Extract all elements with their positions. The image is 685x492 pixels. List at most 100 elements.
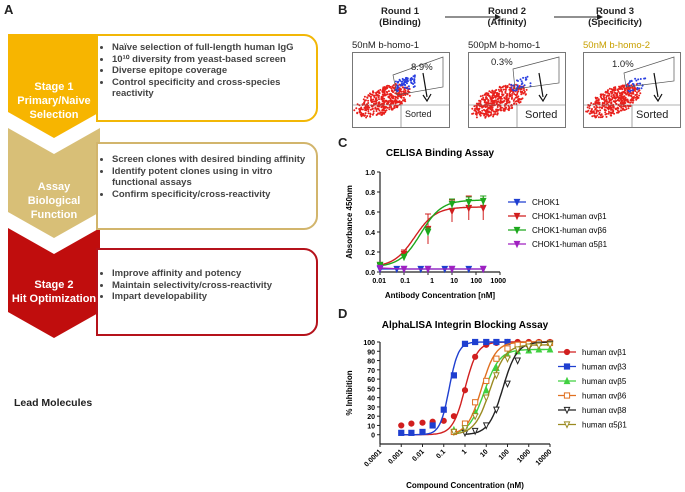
facs-sorted-event: [636, 88, 639, 91]
facs-event: [633, 95, 635, 98]
facs-sorted-event: [519, 78, 522, 81]
y-tick-label: 10: [367, 423, 375, 430]
facs-event: [380, 106, 383, 109]
facs-event: [471, 107, 474, 110]
x-tick-label: 0.1: [400, 278, 410, 285]
facs-event: [388, 108, 391, 111]
facs-event: [621, 97, 624, 99]
facs-arrow: [653, 72, 659, 98]
facs-event: [487, 111, 490, 114]
stage-assay-chevron: [8, 128, 100, 238]
facs-event: [615, 103, 618, 105]
facs-event: [481, 106, 484, 109]
facs-event: [626, 98, 629, 101]
facs-event: [609, 114, 612, 117]
facs-event: [608, 97, 610, 100]
facs-event: [611, 104, 614, 107]
facs-2-pct: 0.3%: [491, 57, 513, 68]
fit-curve: [379, 206, 484, 266]
facs-event: [384, 94, 387, 97]
facs-event: [515, 96, 518, 99]
facs-event: [370, 105, 373, 108]
x-tick-label: 10: [450, 278, 458, 285]
facs-event: [475, 112, 478, 115]
y-tick-label: 80: [367, 359, 375, 366]
facs-event: [372, 112, 375, 115]
facs-event: [395, 100, 397, 103]
facs-event: [635, 98, 638, 101]
facs-event: [485, 112, 488, 115]
facs-event: [364, 99, 366, 102]
facs-event: [514, 100, 517, 103]
facs-event: [510, 97, 513, 100]
facs-sorted-event: [629, 81, 631, 83]
facs-event: [390, 102, 393, 104]
facs-event: [386, 86, 388, 89]
y-tick-label: 0.2: [365, 250, 375, 257]
round-3-label: Round 3 (Specificity): [588, 6, 642, 28]
facs-sorted-event: [628, 84, 631, 87]
legend-marker: [563, 363, 571, 370]
facs-event: [504, 84, 507, 87]
facs-sorted-event: [631, 89, 634, 92]
facs-event: [366, 115, 369, 117]
x-tick-label: 10: [479, 448, 490, 459]
facs-event: [392, 84, 395, 87]
facs-event: [474, 109, 477, 112]
facs-event: [492, 100, 495, 103]
facs-event: [483, 108, 485, 111]
fit-curve: [401, 341, 508, 436]
data-point: [471, 413, 479, 421]
facs-event: [492, 110, 495, 113]
facs-event: [620, 106, 623, 108]
facs-event: [590, 112, 593, 114]
facs-sorted-event: [630, 79, 633, 82]
data-point: [408, 420, 415, 427]
facs-event: [475, 116, 478, 119]
facs-event: [521, 90, 524, 93]
stage-2-box: Improve affinity and potency Maintain se…: [96, 248, 318, 336]
facs-event: [607, 92, 610, 95]
facs-sorted-event: [522, 76, 525, 79]
facs-event: [493, 91, 496, 94]
data-point: [450, 372, 457, 379]
x-axis-label: Antibody Concentration [nM]: [385, 291, 496, 300]
facs-event: [596, 114, 599, 117]
legend-label: human α5β1: [582, 421, 627, 430]
facs-event: [499, 109, 502, 112]
facs-event: [498, 90, 501, 93]
facs-event: [601, 101, 604, 104]
facs-sorted-event: [396, 87, 399, 90]
facs-event: [495, 89, 498, 91]
facs-event: [625, 108, 628, 111]
facs-event: [479, 110, 482, 113]
facs-event: [622, 98, 625, 101]
round-2-label: Round 2 (Affinity): [487, 6, 527, 28]
facs-sorted-event: [632, 83, 635, 86]
facs-sorted-event: [520, 85, 522, 88]
facs-sorted-event: [403, 86, 406, 89]
facs-event: [620, 95, 623, 98]
facs-event: [502, 85, 505, 88]
legend-label: human αvβ5: [582, 377, 627, 386]
facs-event: [355, 107, 358, 110]
facs-event: [491, 89, 494, 92]
facs-event: [620, 85, 623, 88]
facs-event: [473, 105, 476, 108]
facs-event: [490, 105, 493, 107]
facs-event: [404, 89, 407, 92]
facs-arrow: [538, 72, 544, 98]
facs-scatter: [353, 56, 449, 127]
facs-sorted-event: [627, 89, 630, 92]
facs-sorted-event: [516, 84, 519, 87]
facs-event: [402, 96, 405, 99]
data-point: [448, 265, 456, 274]
facs-event: [365, 106, 367, 109]
facs-event: [382, 91, 385, 94]
facs-event: [353, 109, 356, 112]
data-point: [482, 385, 490, 394]
facs-event: [372, 98, 375, 101]
facs-event: [613, 86, 615, 89]
facs-event: [505, 106, 507, 109]
facs-event: [603, 108, 606, 111]
